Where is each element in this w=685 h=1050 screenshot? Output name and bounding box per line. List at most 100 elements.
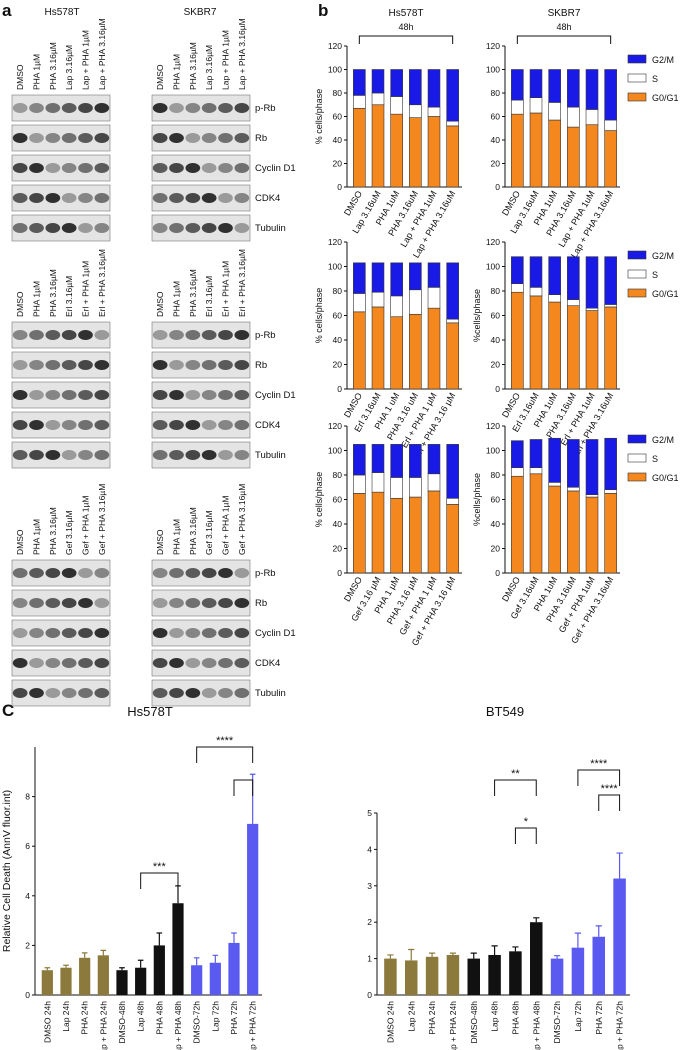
blot-band [152, 450, 168, 460]
legend-label: S [652, 270, 658, 280]
bracket [494, 779, 537, 796]
annotation: 48h [556, 22, 571, 32]
bar-segment [427, 444, 441, 475]
blot-band [169, 568, 184, 578]
bar-segment [371, 104, 385, 188]
y-tick-label: 60 [491, 112, 501, 122]
blot-band [234, 688, 250, 698]
bar-segment [529, 287, 543, 297]
bar-segment [604, 437, 617, 491]
y-tick-label: 80 [333, 470, 343, 480]
y-tick-label: 60 [491, 311, 501, 321]
blot-band [61, 390, 77, 400]
y-tick-label: 20 [333, 360, 343, 370]
bar-segment [585, 307, 599, 311]
blot-band [185, 598, 201, 608]
bar [153, 945, 165, 995]
y-tick-label: 3 [367, 881, 372, 891]
bar-segment [427, 473, 441, 492]
bar-segment [427, 106, 441, 117]
legend-label: G2/M [652, 435, 674, 445]
blot-band [218, 103, 233, 113]
blot-band [169, 360, 184, 370]
bar-segment [567, 439, 580, 488]
chart-title: Hs578T [388, 8, 423, 19]
blot-band [185, 568, 201, 578]
lane-label: Erl + PHA 3.16µM [97, 249, 107, 317]
bar-segment [548, 294, 561, 303]
y-tick-label: 4 [25, 891, 30, 901]
bar-segment [353, 444, 366, 476]
error-bar [63, 964, 69, 968]
blot-band [185, 360, 201, 370]
blot-band [201, 330, 217, 340]
blot-band [234, 163, 250, 173]
y-tick-label: 40 [333, 135, 343, 145]
bar-segment [604, 130, 617, 188]
blot-band [201, 163, 217, 173]
band-label: p-Rb [255, 330, 276, 341]
blot-band [218, 163, 233, 173]
bar-segment [511, 113, 524, 188]
y-tick-label: 2 [367, 917, 372, 927]
bar-segment [548, 256, 561, 295]
blot-band [201, 133, 217, 143]
bar-segment [409, 117, 422, 188]
blot-band [152, 568, 168, 578]
bracket [598, 794, 621, 811]
y-tick-label: 120 [328, 237, 342, 247]
y-tick-label: 20 [491, 544, 501, 554]
error-bar [44, 967, 51, 971]
blot-band [78, 658, 93, 668]
blot-band [152, 628, 168, 638]
band-label: Cyclin D1 [255, 390, 296, 401]
blot-band [29, 598, 44, 608]
bar-segment [604, 493, 617, 574]
bar-segment [604, 119, 617, 131]
significance: ** [511, 768, 520, 780]
bar-segment [529, 467, 543, 475]
x-tick-label: PHA 24h [427, 1001, 437, 1035]
y-tick-label: 0 [495, 182, 500, 192]
blot-band [12, 223, 28, 233]
blot-band [94, 360, 110, 370]
blot-strip [151, 381, 251, 409]
y-tick-label: 40 [333, 519, 343, 529]
y-tick-label: 20 [491, 360, 501, 370]
significance: *** [153, 861, 167, 873]
bar-segment [548, 301, 561, 390]
bar-segment [446, 318, 459, 324]
bar-segment [446, 262, 459, 320]
blot-band [29, 330, 44, 340]
bar-segment [529, 439, 543, 468]
blot-strip [11, 184, 111, 212]
error-bar [81, 952, 88, 958]
blot-band [234, 133, 250, 143]
blot-band [218, 330, 233, 340]
blot-band [12, 598, 28, 608]
blot-band [29, 390, 44, 400]
blot-band [94, 223, 110, 233]
blot-strip [151, 619, 251, 647]
blot-band [185, 628, 201, 638]
blot-band [201, 103, 217, 113]
bar-segment [548, 482, 561, 487]
blot-band [218, 193, 233, 203]
y-tick-label: 120 [486, 237, 500, 247]
bar-segment [353, 262, 366, 294]
blot-band [29, 103, 44, 113]
bar [592, 936, 605, 995]
y-tick-label: 100 [328, 262, 342, 272]
y-tick-label: 60 [333, 112, 343, 122]
blot-band [152, 390, 168, 400]
blot-band [94, 658, 110, 668]
legend-swatch [627, 472, 647, 482]
lane-label: Lap 3.16µM [64, 45, 74, 90]
blot-band [61, 688, 77, 698]
bar-segment [585, 124, 599, 188]
bar-segment [409, 313, 422, 390]
band-label: Rb [255, 598, 267, 609]
blot-band [29, 193, 44, 203]
lane-label: Erl 3.16µM [204, 276, 214, 317]
x-tick-label: DMSO-72h [552, 1001, 562, 1044]
